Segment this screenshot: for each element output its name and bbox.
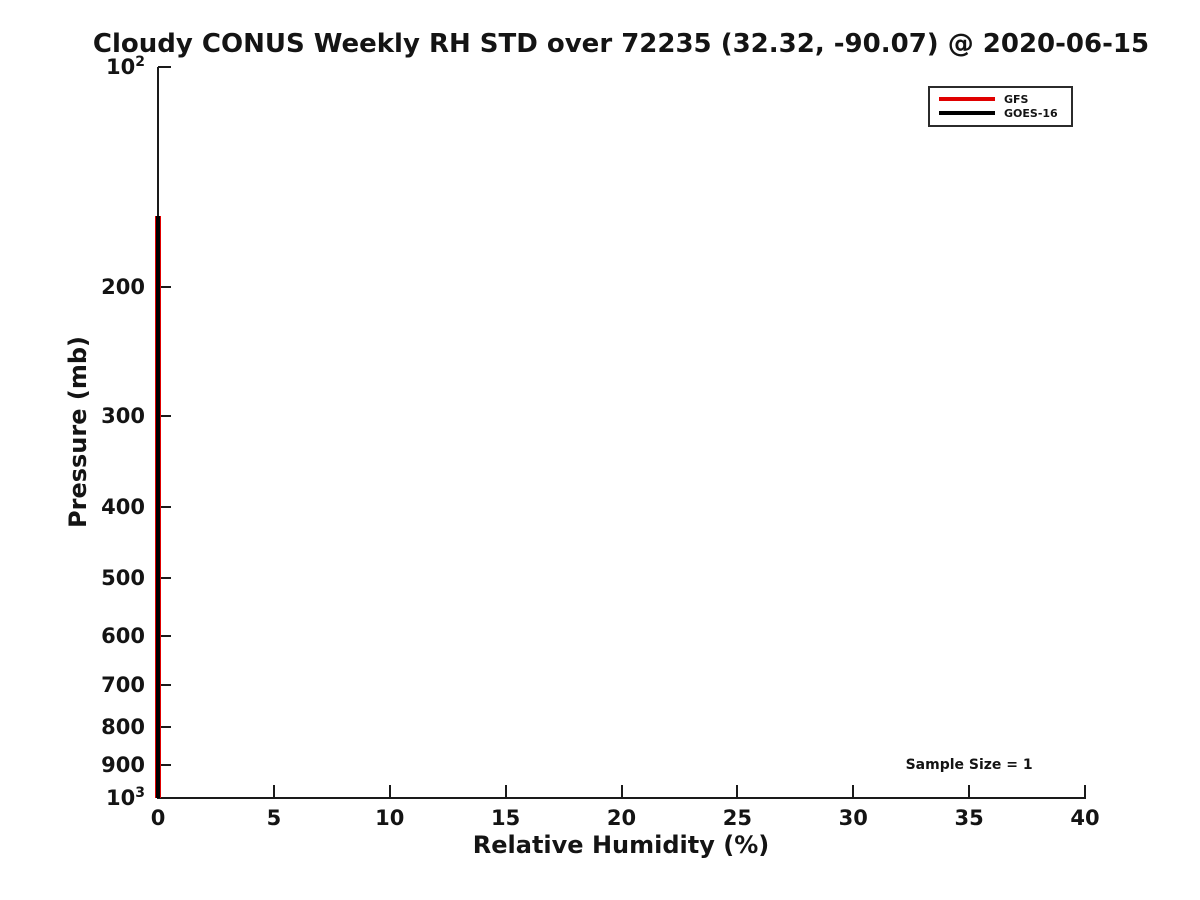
x-axis-spine [157, 797, 1086, 799]
chart-title: Cloudy CONUS Weekly RH STD over 72235 (3… [92, 29, 1150, 59]
x-tick-mark [968, 785, 971, 798]
legend-item-goes16: GOES-16 [939, 106, 1067, 120]
y-tick-label: 500 [101, 565, 145, 590]
x-tick-mark [620, 785, 623, 798]
goes16-legend-line [939, 111, 995, 115]
x-tick-mark [852, 785, 855, 798]
y-tick-mark [158, 763, 171, 766]
y-tick-label: 200 [101, 275, 145, 300]
y-tick-label: 600 [101, 623, 145, 648]
x-tick-mark [272, 785, 275, 798]
sample-size-annotation: Sample Size = 1 [905, 756, 1033, 773]
x-tick-label: 30 [838, 806, 868, 830]
x-tick-mark [1084, 785, 1086, 798]
x-axis-label: Relative Humidity (%) [472, 831, 770, 859]
goes16-data-line [156, 216, 160, 798]
y-tick-label: 800 [101, 715, 145, 740]
x-tick-label: 25 [722, 806, 752, 830]
x-tick-mark [388, 785, 391, 798]
y-tick-label: 300 [101, 403, 145, 428]
gfs-legend-label: GFS [1004, 92, 1029, 106]
x-tick-label: 0 [150, 806, 166, 830]
x-tick-label: 40 [1070, 806, 1100, 830]
x-tick-label: 35 [954, 806, 984, 830]
x-tick-mark [736, 785, 739, 798]
y-tick-mark [158, 66, 171, 68]
x-tick-label: 5 [266, 806, 282, 830]
y-tick-mark [158, 634, 171, 637]
gfs-legend-line [939, 97, 995, 101]
y-tick-label: 102 [106, 54, 145, 79]
y-tick-label: 400 [101, 495, 145, 520]
y-tick-mark [158, 576, 171, 579]
plot-area: Sample Size = 1 0 5 10 15 20 25 30 35 40 102 200 30… [101, 55, 1099, 830]
legend-item-gfs: GFS [939, 92, 1067, 106]
x-tick-mark [504, 785, 507, 798]
y-tick-mark [158, 506, 171, 509]
goes16-legend-label: GOES-16 [1004, 106, 1058, 120]
y-tick-mark [158, 286, 171, 289]
x-tick-label: 15 [491, 806, 521, 830]
y-tick-label: 700 [101, 672, 145, 697]
y-tick-label: 900 [101, 752, 145, 777]
y-tick-mark [158, 683, 171, 686]
y-tick-label: 103 [106, 785, 145, 810]
x-tick-label: 10 [375, 806, 405, 830]
y-tick-mark [158, 726, 171, 729]
y-tick-mark [158, 797, 171, 799]
legend-box: GFS GOES-16 [928, 86, 1073, 127]
y-tick-mark [158, 414, 171, 417]
x-tick-label: 20 [606, 806, 637, 830]
